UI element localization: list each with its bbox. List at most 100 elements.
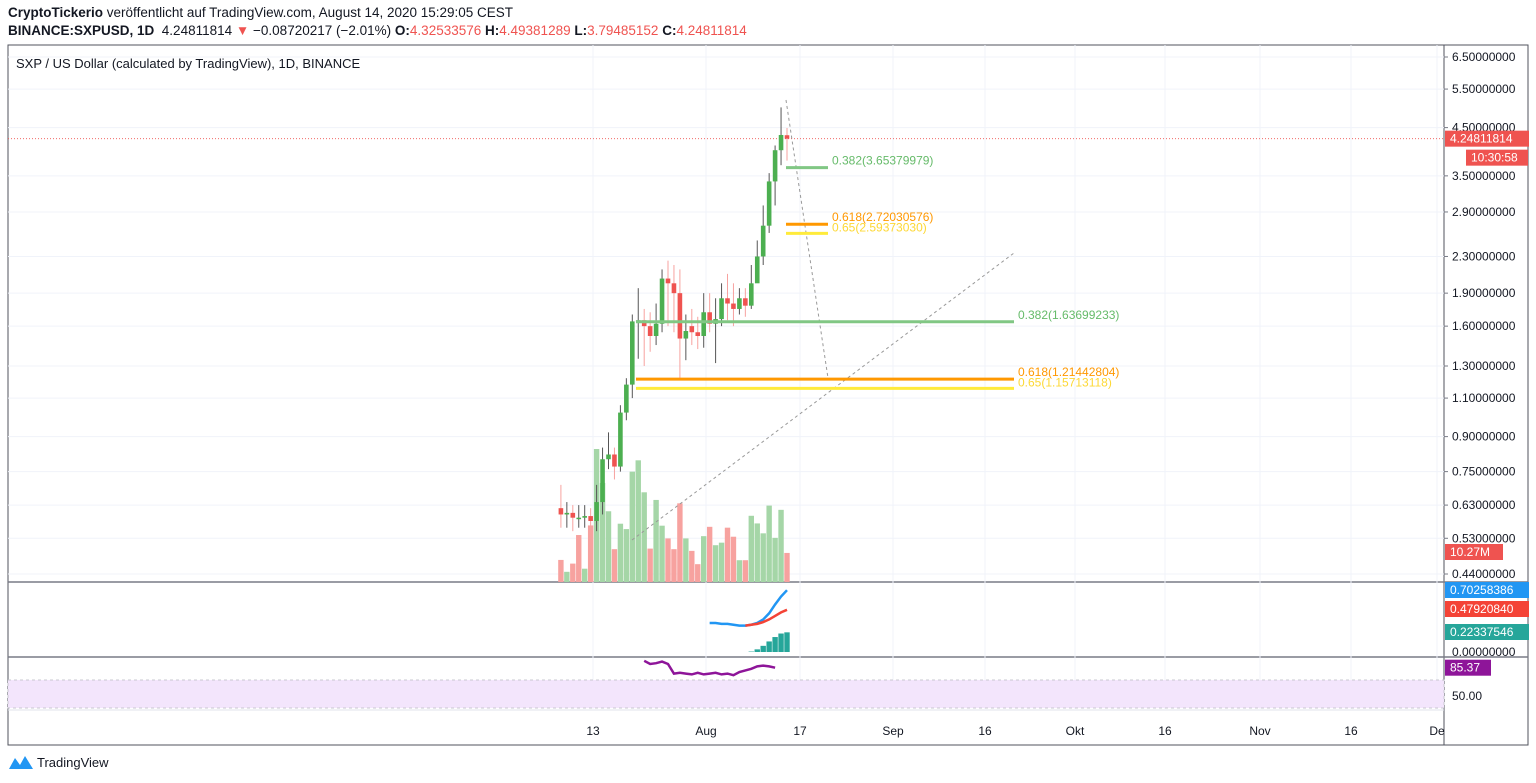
candle-body xyxy=(743,298,748,306)
x-tick-label: 17 xyxy=(793,724,807,738)
x-tick-label: Nov xyxy=(1249,724,1270,738)
volume-bar xyxy=(772,537,778,582)
low-label: L: xyxy=(574,23,588,38)
signal-value-badge-bg xyxy=(1445,601,1529,617)
chart-legend: SXP / US Dollar (calculated by TradingVi… xyxy=(16,56,361,71)
low-value: 3.79485152 xyxy=(587,23,659,38)
published-text: veröffentlicht auf TradingView.com, Augu… xyxy=(106,5,514,20)
publisher[interactable]: CryptoTickerio xyxy=(8,5,104,20)
candle-body xyxy=(760,225,766,257)
chart-frame xyxy=(7,44,1529,746)
open-label: O: xyxy=(394,23,410,38)
x-tick-label: 16 xyxy=(978,724,992,738)
volume-bar xyxy=(659,525,665,582)
volume-bar xyxy=(564,571,570,582)
volume-bar xyxy=(695,564,701,582)
x-tick-label: 16 xyxy=(1344,724,1358,738)
candle-body xyxy=(606,454,611,460)
volume-bar xyxy=(736,560,743,582)
volume-bar xyxy=(760,533,766,582)
candle-body xyxy=(647,326,653,336)
volume-bar xyxy=(570,563,576,582)
candle-body xyxy=(754,256,760,284)
macd-value-badge-bg xyxy=(1445,582,1529,598)
candle-body xyxy=(778,134,784,151)
fib-level-label: 0.618(2.72030576) xyxy=(832,210,933,224)
candle-body xyxy=(600,459,605,503)
symbol: BINANCE:SXPUSD, 1D xyxy=(8,23,155,38)
last-price-badge-bg xyxy=(1445,130,1529,147)
price-tick-label: 3.50000000 xyxy=(1452,169,1516,183)
volume-bar xyxy=(587,525,594,582)
candle-body xyxy=(689,326,695,333)
candle-body xyxy=(558,508,564,515)
price-tick-label: 1.10000000 xyxy=(1452,391,1516,405)
tradingview-logo-icon xyxy=(9,756,33,769)
volume-bar xyxy=(653,499,659,582)
tradingview-logo[interactable]: TradingView xyxy=(8,754,109,770)
price-tick-label: 0.44000000 xyxy=(1452,567,1516,581)
price-tick-label: 1.60000000 xyxy=(1452,319,1516,333)
last-price: 4.24811814 xyxy=(161,23,233,38)
candle-body xyxy=(576,517,582,520)
volume-bar xyxy=(724,527,731,582)
price-tick-label: 0.63000000 xyxy=(1452,498,1516,512)
volume-bar xyxy=(748,515,754,582)
rsi-value-badge: 85.37 xyxy=(1450,661,1480,675)
volume-bar xyxy=(576,535,582,582)
candle-body xyxy=(612,454,617,467)
rsi-tick-label: 50.00 xyxy=(1452,689,1482,703)
candle-body xyxy=(582,516,587,518)
candle-body xyxy=(588,516,593,521)
volume-bar xyxy=(778,509,784,582)
volume-bar xyxy=(712,545,719,582)
rsi-line xyxy=(643,659,776,677)
x-tick-label: Sep xyxy=(882,724,904,738)
candle-body xyxy=(784,135,790,139)
volume-bar xyxy=(784,552,790,582)
histogram-value-badge: 0.22337546 xyxy=(1450,625,1514,639)
macd-histogram-bar xyxy=(772,637,778,652)
candle-body xyxy=(766,181,772,226)
candle-body xyxy=(653,323,659,336)
x-tick-label: 13 xyxy=(586,724,600,738)
candle-body xyxy=(701,312,706,336)
candle-body xyxy=(630,321,635,385)
volume-bar xyxy=(671,549,677,582)
volume-bar xyxy=(701,536,707,582)
rsi-value-badge-bg xyxy=(1445,659,1491,676)
price-tick-label: 6.50000000 xyxy=(1452,50,1516,64)
fib-trend-line xyxy=(785,99,829,379)
signal-value-badge: 0.47920840 xyxy=(1450,602,1514,616)
fib-level-label: 0.65(2.59373030) xyxy=(832,220,927,234)
volume-bar xyxy=(683,538,689,582)
triangle-down-icon: ▼ xyxy=(235,23,250,38)
last-price-badge: 4.24811814 xyxy=(1450,132,1513,146)
candle-body xyxy=(677,293,683,339)
price-tick-label: 2.30000000 xyxy=(1452,249,1516,263)
close-value: 4.24811814 xyxy=(676,23,747,38)
volume-bar xyxy=(617,523,624,582)
volume-bar xyxy=(611,549,618,582)
volume-bar xyxy=(766,505,772,582)
candle-body xyxy=(725,298,730,304)
countdown-badge-bg xyxy=(1466,149,1528,166)
x-tick-label: De xyxy=(1429,724,1445,738)
x-tick-label: Aug xyxy=(695,724,716,738)
candle-body xyxy=(671,283,677,294)
x-tick-label: Okt xyxy=(1066,724,1085,738)
volume-bar xyxy=(742,560,749,582)
price-change: −0.08720217 (−2.01%) xyxy=(253,23,392,38)
candle-body xyxy=(683,331,689,339)
candle-body xyxy=(659,278,665,324)
volume-badge: 10.27M xyxy=(1450,545,1490,559)
candle-body xyxy=(665,278,671,284)
volume-bar xyxy=(629,471,635,582)
fib-level-label: 0.382(1.63699233) xyxy=(1018,308,1119,322)
fib-trend-line xyxy=(631,252,1015,541)
histogram-value-badge-bg xyxy=(1445,624,1529,640)
volume-bar xyxy=(558,559,564,582)
price-tick-label: 0.75000000 xyxy=(1452,465,1516,479)
price-tick-label: 1.30000000 xyxy=(1452,359,1516,373)
